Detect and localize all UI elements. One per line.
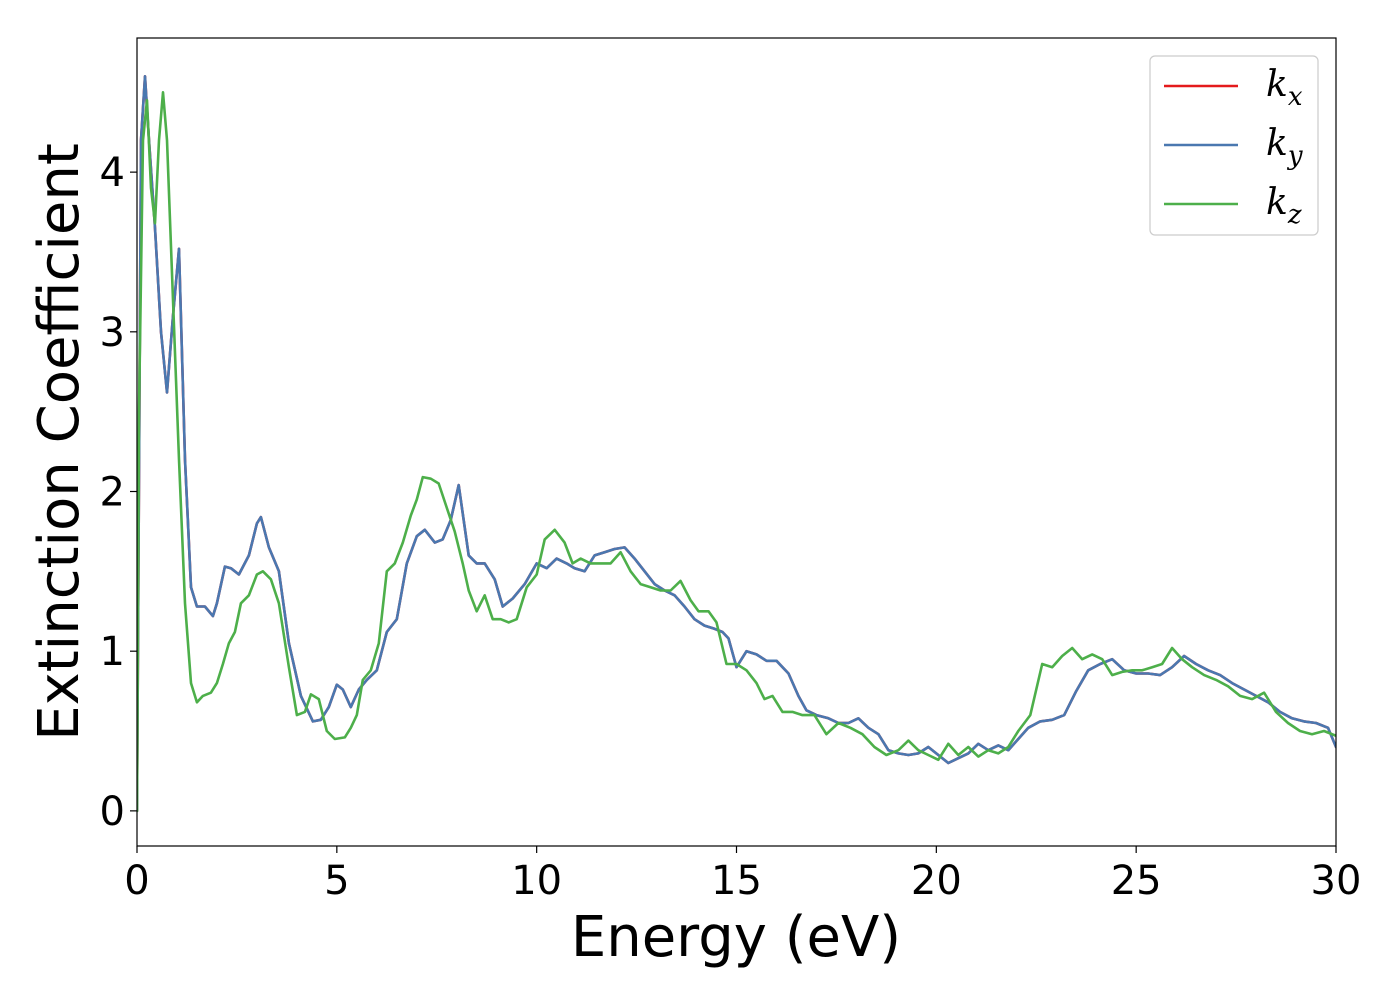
legend-label-z: kz xyxy=(1266,182,1302,230)
y-tick-label: 1 xyxy=(100,629,125,675)
x-axis-label: Energy (eV) xyxy=(571,905,901,970)
series-layer xyxy=(137,75,1336,813)
x-tick-label: 30 xyxy=(1311,858,1362,904)
legend-label-subscript: z xyxy=(1287,200,1302,230)
y-tick-label: 0 xyxy=(100,789,125,835)
legend-label-main: k xyxy=(1266,123,1288,164)
x-tick-label: 15 xyxy=(711,858,762,904)
legend-label-main: k xyxy=(1266,182,1288,223)
x-tick-label: 10 xyxy=(511,858,562,904)
x-tick-label: 20 xyxy=(911,858,962,904)
x-tick-label: 0 xyxy=(124,858,149,904)
x-tick-label: 5 xyxy=(324,858,349,904)
legend-label-subscript: y xyxy=(1287,141,1303,171)
y-tick-label: 2 xyxy=(100,470,125,516)
y-axis: 0 1 2 3 4 xyxy=(100,150,137,835)
y-axis-label: Extinction Coefficient xyxy=(27,143,92,741)
y-tick-label: 4 xyxy=(100,150,125,196)
series-line-z xyxy=(137,91,1336,813)
legend-label-x: kx xyxy=(1266,64,1303,112)
x-tick-label: 25 xyxy=(1111,858,1162,904)
legend-label-main: k xyxy=(1266,64,1288,105)
legend-label-subscript: x xyxy=(1288,82,1303,112)
legend-label-y: ky xyxy=(1266,123,1303,171)
x-axis: 0 5 10 15 20 25 30 xyxy=(124,846,1361,904)
y-tick-label: 3 xyxy=(100,310,125,356)
